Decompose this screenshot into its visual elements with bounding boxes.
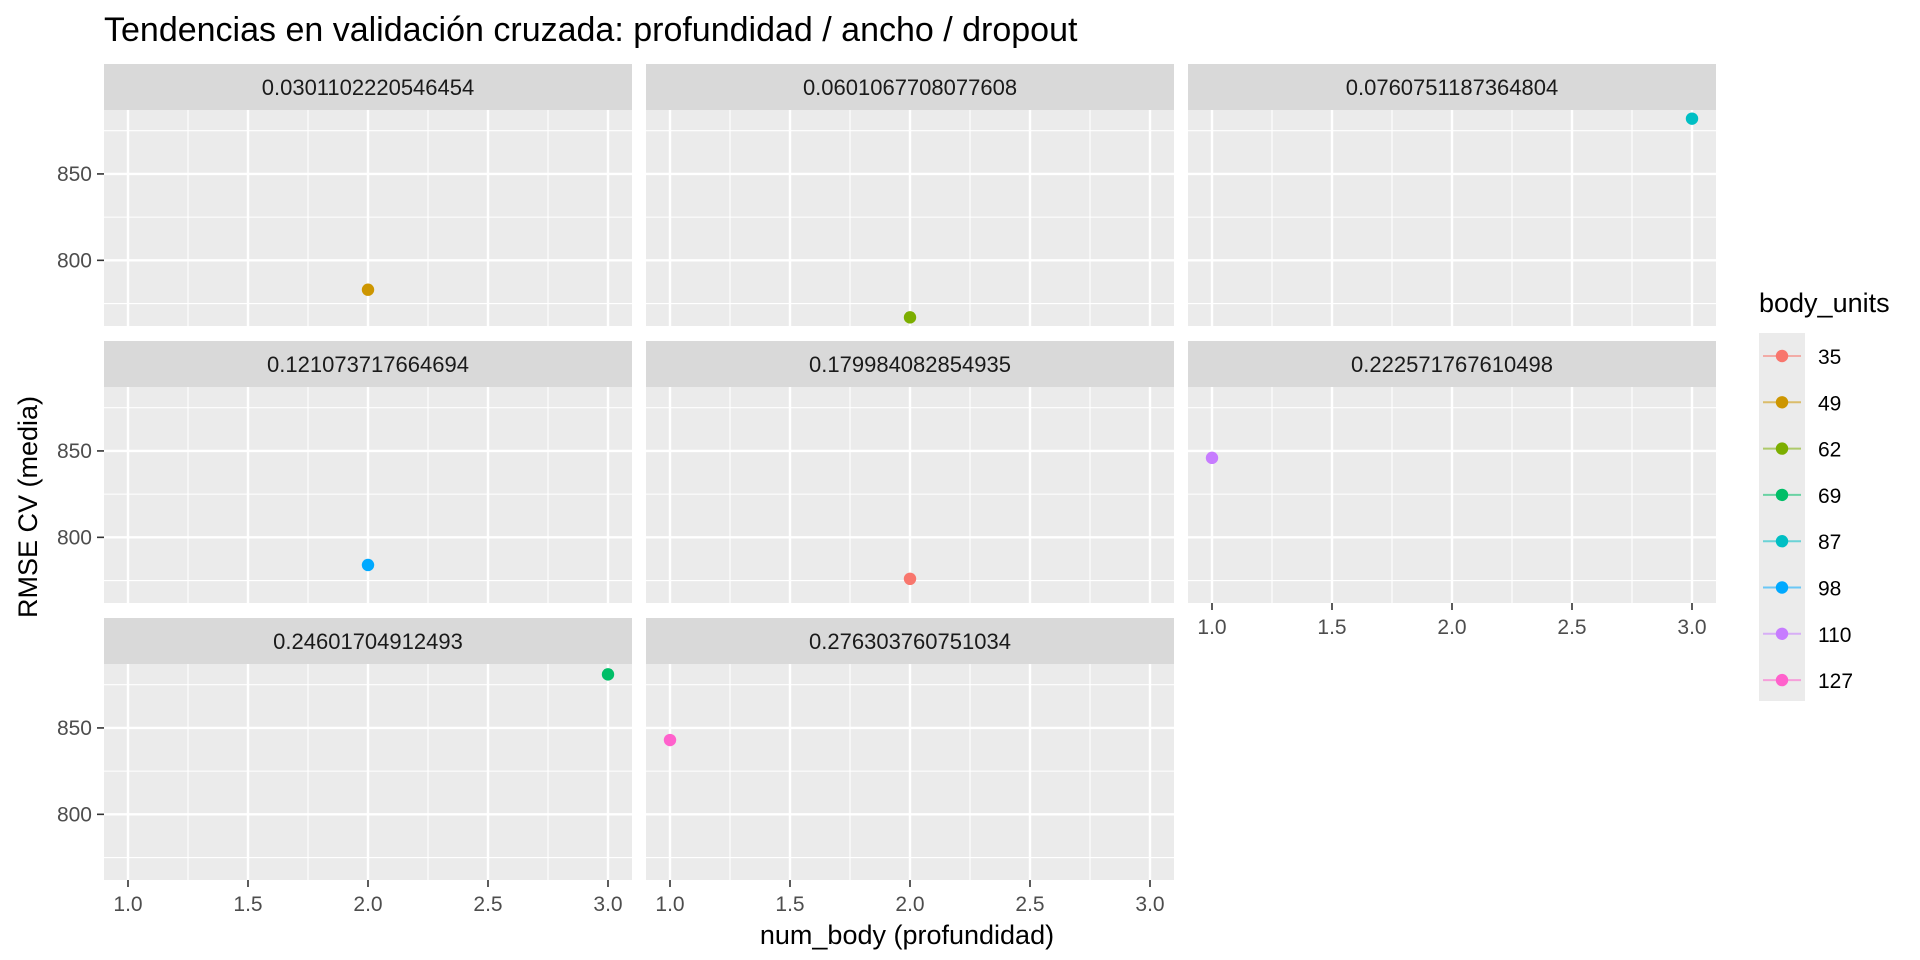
facet-panel: 0.276303760751034 1.0 1.5 2.0 2.5 3.0: [646, 618, 1174, 916]
legend-label: 49: [1818, 392, 1841, 415]
facet-panel: 0.24601704912493 800 850 1.0 1.5 2.0 2.5 3.0: [57, 618, 632, 916]
x-tick-label: 1.0: [655, 893, 684, 916]
legend-item: 110: [1763, 624, 1851, 647]
x-axis-title: num_body (profundidad): [760, 920, 1054, 950]
data-point: [663, 733, 677, 747]
x-tick-label: 3.0: [1677, 616, 1706, 639]
facet-strip: [104, 64, 632, 110]
legend-key-point: [1775, 396, 1789, 409]
facet-panel: 0.0760751187364804: [1188, 64, 1716, 326]
legend: body_units 35 49 62 69 87 98 110 127: [1759, 288, 1890, 701]
facet-panel: 0.0301102220546454 800 850: [57, 64, 632, 326]
chart-title: Tendencias en validación cruzada: profun…: [104, 11, 1078, 49]
x-tick-label: 1.5: [775, 893, 804, 916]
facet-strip: [1188, 341, 1716, 387]
y-axis-title: RMSE CV (media): [13, 396, 43, 618]
facet-strip-label: 0.0301102220546454: [262, 75, 474, 100]
y-tick-label: 800: [57, 249, 92, 272]
facet-strip: [646, 618, 1174, 664]
x-tick-label: 2.5: [473, 893, 502, 916]
facet-panel: 0.121073717664694 800 850: [57, 341, 632, 603]
legend-item: 35: [1763, 346, 1841, 369]
legend-key-point: [1775, 349, 1789, 363]
y-tick-label: 800: [57, 526, 92, 549]
legend-label: 35: [1818, 346, 1841, 369]
legend-item: 127: [1763, 670, 1853, 693]
y-tick-label: 850: [57, 440, 92, 463]
facet-panels: 0.0301102220546454 800 850 0.06010677080776…: [57, 64, 1716, 916]
legend-key-background: [1759, 333, 1805, 701]
facet-strip-label: 0.0760751187364804: [1346, 75, 1558, 100]
legend-label: 98: [1818, 578, 1841, 601]
facet-strip: [646, 341, 1174, 387]
y-tick-label: 850: [57, 717, 92, 740]
legend-key-point: [1775, 627, 1789, 640]
data-point: [601, 668, 615, 681]
data-point: [903, 311, 917, 324]
facet-strip: [104, 618, 632, 664]
x-tick-label: 1.5: [1317, 616, 1346, 639]
facet-panel: 0.0601067708077608: [646, 64, 1174, 326]
legend-item: 87: [1763, 531, 1841, 554]
facet-strip: [104, 341, 632, 387]
data-point: [1205, 451, 1219, 465]
data-point: [1685, 112, 1699, 125]
x-tick-label: 1.5: [233, 893, 262, 916]
legend-key-point: [1775, 488, 1789, 502]
legend-key-point: [1775, 442, 1789, 455]
x-tick-label: 1.0: [113, 893, 142, 916]
legend-label: 62: [1818, 439, 1841, 462]
data-point: [361, 558, 375, 572]
facet-strip: [646, 64, 1174, 110]
x-tick-label: 2.0: [895, 893, 924, 916]
x-tick-label: 2.0: [353, 893, 382, 916]
facet-strip: [1188, 64, 1716, 110]
facet-strip-label: 0.222571767610498: [1351, 352, 1553, 377]
legend-key-point: [1775, 673, 1789, 687]
facet-strip-label: 0.24601704912493: [273, 629, 463, 654]
facet-strip-label: 0.179984082854935: [809, 352, 1011, 377]
legend-item: 69: [1763, 485, 1841, 508]
facet-strip-label: 0.276303760751034: [809, 629, 1011, 654]
x-tick-label: 3.0: [1135, 893, 1164, 916]
legend-item: 49: [1763, 392, 1841, 415]
facet-panel: 0.222571767610498 1.0 1.5 2.0 2.5 3.0: [1188, 341, 1716, 639]
legend-item: 62: [1763, 439, 1841, 462]
x-tick-label: 1.0: [1197, 616, 1226, 639]
data-point: [903, 572, 917, 586]
facet-strip-label: 0.121073717664694: [267, 352, 469, 377]
legend-label: 87: [1818, 531, 1841, 554]
y-tick-label: 850: [57, 163, 92, 186]
legend-key-point: [1775, 581, 1789, 594]
x-tick-label: 2.5: [1557, 616, 1586, 639]
legend-key-point: [1775, 535, 1789, 548]
legend-item: 98: [1763, 578, 1841, 601]
legend-label: 110: [1818, 624, 1851, 647]
legend-title: body_units: [1759, 288, 1890, 318]
x-tick-label: 2.0: [1437, 616, 1466, 639]
y-tick-label: 800: [57, 803, 92, 826]
facet-strip-label: 0.0601067708077608: [803, 75, 1017, 100]
legend-label: 69: [1818, 485, 1841, 508]
x-tick-label: 3.0: [593, 893, 622, 916]
x-tick-label: 2.5: [1015, 893, 1044, 916]
data-point: [361, 283, 375, 296]
facet-panel: 0.179984082854935: [646, 341, 1174, 603]
legend-label: 127: [1818, 670, 1853, 693]
